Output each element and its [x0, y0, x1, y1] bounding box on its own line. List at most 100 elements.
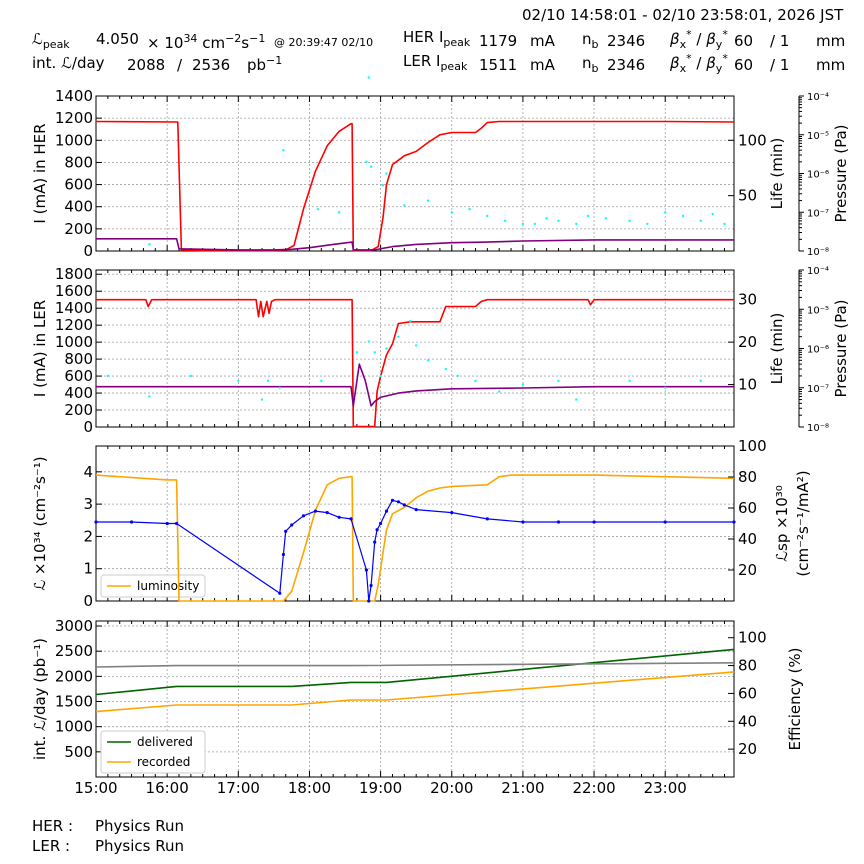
specific-luminosity-point: [396, 500, 400, 504]
x-tick-label: 22:00: [572, 779, 615, 797]
specific-luminosity-point: [369, 583, 373, 588]
panel-luminosity: 0 1 2 3 4 ℒ ×10³⁴ (cm⁻²s⁻¹) 20 40 60 80 100 ℒsp ×10…: [31, 437, 812, 610]
pressure-point: [664, 386, 667, 389]
pressure-tick-label: 10⁻⁶: [807, 170, 829, 181]
y-tick-label: 2500: [55, 642, 93, 660]
pressure-point: [365, 160, 368, 163]
y2-axis-label: Efficiency (%): [786, 648, 804, 751]
y-tick-label: 1200: [55, 316, 93, 334]
ler-status-label: LER :: [32, 837, 71, 855]
y-tick-label: 0: [83, 242, 93, 260]
pressure-point: [699, 219, 702, 222]
pressure-point: [426, 359, 430, 362]
specific-luminosity-point: [364, 568, 368, 572]
y2-tick-label: 100: [738, 131, 767, 149]
legend: luminosity: [100, 574, 206, 598]
pressure-point: [367, 76, 370, 79]
specific-luminosity-point: [349, 517, 353, 521]
specific-luminosity-point: [313, 509, 317, 513]
lifetime-line: [96, 238, 734, 251]
plot-frame: [95, 620, 735, 778]
legend-label: luminosity: [137, 579, 199, 593]
ler-status-value: Physics Run: [95, 837, 185, 855]
y-tick-label: 0: [83, 418, 93, 436]
specific-luminosity-point: [367, 599, 371, 603]
specific-luminosity-point: [521, 520, 525, 524]
int-luminosity-delivered: 2088: [127, 56, 166, 74]
pressure-point: [521, 383, 525, 386]
x-tick-label: 15:00: [74, 779, 117, 797]
y-tick-label: 500: [64, 743, 93, 761]
time-range: 02/10 14:58:01 - 02/10 23:58:01, 2026 JS…: [522, 6, 844, 24]
specific-luminosity-point: [592, 520, 596, 524]
y-tick-label: 600: [64, 176, 93, 194]
y-tick-label: 800: [64, 153, 93, 171]
ler-beta-value: 60: [734, 56, 754, 74]
pressure-tick-label: 10⁻⁵: [807, 131, 829, 142]
pressure-tick-label: 10⁻⁸: [807, 247, 829, 258]
pressure-point: [409, 319, 412, 323]
y-tick-label: 1: [83, 560, 93, 578]
x-tick-label: 17:00: [217, 779, 260, 797]
pressure-tick-label: 10⁻⁷: [807, 384, 829, 395]
y-tick-label: 1400: [55, 299, 93, 317]
pressure-point: [148, 243, 151, 246]
specific-luminosity-point: [732, 520, 736, 524]
pressure-tick-label: 10⁻⁶: [807, 345, 829, 356]
pressure-point: [503, 219, 507, 222]
specific-luminosity-point: [281, 552, 285, 557]
pressure-point: [320, 379, 323, 382]
ler-beta-ratio: / 1: [770, 56, 790, 74]
her-nb-label: nb: [582, 30, 599, 51]
pressure-point: [586, 214, 590, 218]
legend-label: delivered: [137, 735, 193, 749]
specific-luminosity-point: [402, 503, 406, 507]
y2-tick-label: 20: [738, 740, 757, 758]
pressure-point: [604, 217, 608, 220]
pressure-point: [533, 222, 536, 226]
pressure-point: [575, 222, 578, 226]
y-tick-label: 1500: [55, 693, 93, 711]
y-tick-label: 2: [83, 527, 93, 545]
specific-luminosity-point: [325, 510, 329, 515]
pressure-tick-label: 10⁻⁵: [807, 305, 829, 316]
pressure-point: [468, 208, 471, 211]
plot-frame: [95, 95, 735, 252]
x-tick-label: 23:00: [644, 779, 687, 797]
specific-luminosity-point: [130, 520, 134, 524]
ler-peak-label: LER Ipeak: [403, 52, 468, 73]
peak-luminosity-time: @ 20:39:47 02/10: [274, 36, 374, 49]
recorded-line: [95, 671, 735, 713]
pressure-axis-label: Pressure (Pa): [832, 124, 850, 222]
specific-luminosity-point: [556, 520, 561, 524]
peak-luminosity-label: ℒpeak: [32, 30, 70, 51]
pressure-point: [282, 149, 285, 152]
int-luminosity-slash: /: [177, 56, 183, 74]
pressure-point: [426, 199, 430, 202]
pressure-point-group: [106, 319, 702, 401]
her-peak-label: HER Ipeak: [403, 28, 471, 49]
specific-luminosity-point: [450, 510, 454, 515]
y-axis-label: I (mA) in HER: [31, 123, 49, 223]
legend: delivered recorded: [100, 730, 206, 774]
y2-tick-label: 40: [738, 530, 757, 548]
pressure-axis-label: Pressure (Pa): [832, 299, 850, 397]
y-tick-label: 4: [83, 463, 93, 481]
y2-tick-label: 80: [738, 468, 757, 486]
current-line: [96, 298, 734, 428]
specific-luminosity-point: [384, 509, 389, 513]
panel-integrated: 500 1000 1500 2000 2500 3000 int. ℒ/day (pb⁻¹)…: [31, 617, 804, 778]
pressure-point: [367, 340, 370, 343]
pressure-point: [278, 386, 281, 389]
pressure-point: [337, 211, 341, 214]
pressure-point: [260, 398, 264, 401]
int-luminosity-recorded: 2536: [192, 56, 231, 74]
pressure-point: [369, 165, 373, 168]
y2-axis-label: Life (min): [768, 313, 786, 385]
y-tick-label: 200: [64, 220, 93, 238]
efficiency-line: [95, 662, 735, 668]
specific-luminosity-point: [284, 529, 288, 533]
pressure-point: [381, 184, 385, 187]
pressure-tick-label: 10⁻⁷: [807, 208, 829, 219]
